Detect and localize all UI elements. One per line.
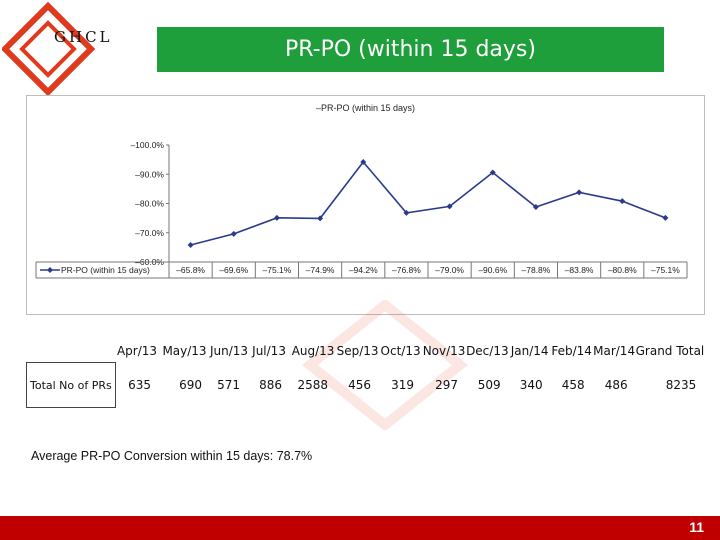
table-header: Aug/13 [291, 344, 335, 359]
data-label: –75.1% [262, 265, 291, 275]
ghcl-logo: GHCL [0, 1, 122, 97]
line-chart: –100.0%–90.0%–80.0%–70.0%–60.0%PR-PO (wi… [35, 140, 688, 279]
data-point [489, 169, 496, 176]
table-header: Nov/13 [422, 344, 466, 359]
data-point [403, 209, 410, 216]
data-point [317, 215, 324, 222]
table-header: May/13 [162, 344, 207, 359]
data-point [662, 214, 669, 221]
legend-marker [47, 267, 53, 273]
data-label: –75.1% [651, 265, 680, 275]
data-point [619, 198, 626, 205]
table-cell: 2588 [297, 378, 329, 392]
y-tick-label: –100.0% [130, 140, 164, 150]
logo-diamond-icon [0, 1, 96, 97]
table-header: Apr/13 [116, 344, 158, 359]
table-row: Total No of PRs 635 690 571 886 2588 456… [26, 362, 705, 408]
y-tick-label: –90.0% [135, 169, 164, 179]
legend-label: PR-PO (within 15 days) [61, 265, 150, 275]
table-header: Sep/13 [336, 344, 379, 359]
table-header: Mar/14 [593, 344, 636, 359]
title-bar: PR-PO (within 15 days) [157, 27, 664, 72]
footer-bar: 11 [0, 516, 720, 540]
table-header: Jun/13 [210, 344, 249, 359]
table-cell: 690 [179, 378, 202, 392]
chart-title: –PR-PO (within 15 days) [315, 103, 416, 113]
data-label: –69.6% [219, 265, 248, 275]
data-label: –90.6% [478, 265, 507, 275]
y-tick-label: –80.0% [135, 199, 164, 209]
data-point [273, 214, 280, 221]
data-label: –74.9% [306, 265, 335, 275]
data-point [532, 204, 539, 211]
table-cell: 319 [391, 378, 415, 392]
table-cell: 458 [561, 378, 585, 392]
page-title: PR-PO (within 15 days) [285, 37, 536, 62]
logo-text: GHCL [54, 28, 113, 46]
table-header: Oct/13 [380, 344, 421, 359]
table-cell: 509 [477, 378, 501, 392]
data-point [446, 203, 453, 210]
table-header: Jul/13 [252, 344, 286, 359]
data-label: –94.2% [349, 265, 378, 275]
watermark-logo-icon [301, 300, 469, 430]
average-summary: Average PR-PO Conversion within 15 days:… [31, 449, 313, 463]
y-tick-label: –70.0% [135, 228, 164, 238]
page-number: 11 [689, 519, 704, 535]
data-label: –65.8% [176, 265, 205, 275]
data-label: –83.8% [565, 265, 594, 275]
row-label: Total No of PRs [26, 362, 116, 408]
table-header: Jan/14 [510, 344, 549, 359]
pr-count-table: Apr/13 May/13 Jun/13 Jul/13 Aug/13 Sep/1… [26, 340, 704, 408]
table-cell: 340 [519, 378, 543, 392]
table-cell: 571 [217, 378, 241, 392]
table-cell: 635 [128, 378, 151, 392]
data-label: –78.8% [521, 265, 550, 275]
chart-container: –PR-PO (within 15 days) –100.0% –90.0% –80… [26, 95, 705, 315]
data-point [230, 230, 237, 237]
table-cell: 456 [348, 378, 372, 392]
data-point [187, 242, 194, 249]
table-header-row: Apr/13 May/13 Jun/13 Jul/13 Aug/13 Sep/1… [27, 340, 705, 363]
table-header: Dec/13 [466, 344, 509, 359]
data-label: –80.8% [608, 265, 637, 275]
data-label: –79.0% [435, 265, 464, 275]
table-header: Feb/14 [551, 344, 592, 359]
table-cell: 886 [259, 378, 283, 392]
table-cell: 486 [604, 378, 628, 392]
data-point [360, 158, 367, 165]
table-cell: 8235 [665, 378, 697, 392]
data-point [576, 189, 583, 196]
series-line [190, 160, 666, 246]
data-label: –76.8% [392, 265, 421, 275]
table-header: Grand Total [635, 344, 705, 359]
table-cell: 297 [435, 378, 459, 392]
